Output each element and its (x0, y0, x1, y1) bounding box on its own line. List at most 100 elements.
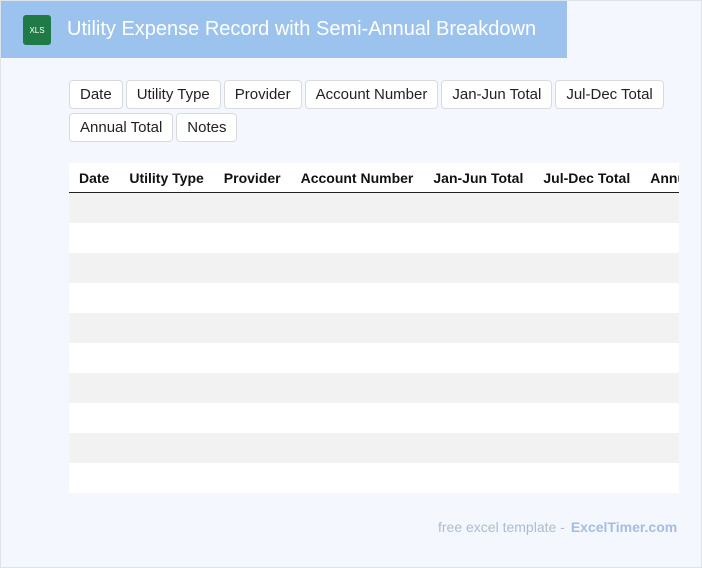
table-row (69, 463, 679, 493)
column-header: Provider (213, 163, 291, 193)
table-cell (69, 253, 120, 283)
table-cell (290, 343, 424, 373)
table-cell (533, 343, 641, 373)
table-cell (119, 433, 214, 463)
column-header: Jan-Jun Total (423, 163, 534, 193)
table-cell (423, 223, 534, 253)
table-cell (640, 433, 679, 463)
column-header: Jul-Dec Total (533, 163, 641, 193)
table-cell (640, 403, 679, 433)
table-cell (533, 283, 641, 313)
table-cell (69, 283, 120, 313)
table-cell (290, 373, 424, 403)
footer: free excel template - ExcelTimer.com (438, 519, 677, 535)
table-row (69, 283, 679, 313)
table-cell (213, 373, 291, 403)
header-row: Date Utility Type Provider Account Number Ja… (69, 163, 679, 193)
table-cell (213, 403, 291, 433)
table-cell (290, 433, 424, 463)
table-cell (290, 223, 424, 253)
table-cell (423, 373, 534, 403)
table-cell (213, 313, 291, 343)
table-cell (290, 403, 424, 433)
table-cell (213, 283, 291, 313)
table-cell (69, 343, 120, 373)
table-cell (533, 253, 641, 283)
table-cell (533, 463, 641, 493)
table-cell (533, 373, 641, 403)
table-cell (213, 463, 291, 493)
table-cell (533, 433, 641, 463)
table-cell (69, 313, 120, 343)
column-chip[interactable]: Utility Type (125, 80, 221, 109)
table-cell (423, 253, 534, 283)
table-cell (640, 343, 679, 373)
column-header: Utility Type (119, 163, 214, 193)
column-chip[interactable]: Provider (223, 80, 302, 109)
table-cell (640, 463, 679, 493)
table-cell (119, 283, 214, 313)
table-cell (290, 463, 424, 493)
column-chip[interactable]: Annual Total (69, 113, 174, 142)
table-cell (423, 343, 534, 373)
table-row (69, 373, 679, 403)
header: XLS Utility Expense Record with Semi-Ann… (1, 1, 567, 58)
table: Date Utility Type Provider Account Number Ja… (69, 163, 679, 493)
table-cell (640, 283, 679, 313)
table-row (69, 253, 679, 283)
table-cell (119, 192, 214, 223)
footer-link[interactable]: ExcelTimer.com (570, 519, 678, 535)
file-icon: XLS (23, 15, 51, 45)
table-cell (290, 253, 424, 283)
title: Utility Expense Record with Semi-Annual … (67, 18, 537, 40)
table-cell (423, 283, 534, 313)
column-chip[interactable]: Notes (176, 113, 238, 142)
column-header: Date (69, 163, 120, 193)
column-chips: Date Utility Type Provider Account Number Ja… (69, 80, 669, 142)
table-row (69, 343, 679, 373)
table-cell (640, 223, 679, 253)
table-cell (290, 283, 424, 313)
table-cell (213, 192, 291, 223)
table-cell (533, 403, 641, 433)
table-cell (69, 433, 120, 463)
table-container: Date Utility Type Provider Account Number Ja… (69, 163, 679, 494)
table-cell (640, 192, 679, 223)
column-chip[interactable]: Jul-Dec Total (555, 80, 664, 109)
footer-text: free excel template - (438, 519, 565, 535)
table-cell (533, 192, 641, 223)
table-cell (119, 343, 214, 373)
table-cell (119, 373, 214, 403)
table-row (69, 403, 679, 433)
table-cell (423, 433, 534, 463)
table-cell (213, 343, 291, 373)
table-cell (69, 403, 120, 433)
table-cell (119, 463, 214, 493)
column-header: Annual Total (640, 163, 679, 193)
table-cell (423, 192, 534, 223)
column-header: Account Number (290, 163, 424, 193)
table-cell (640, 373, 679, 403)
table-cell (119, 403, 214, 433)
table-cell (213, 433, 291, 463)
table-row (69, 433, 679, 463)
table-cell (69, 223, 120, 253)
table-cell (119, 253, 214, 283)
table-row (69, 313, 679, 343)
table-cell (119, 313, 214, 343)
table-cell (533, 313, 641, 343)
table-cell (213, 223, 291, 253)
table-cell (640, 253, 679, 283)
table-cell (290, 313, 424, 343)
table-cell (290, 192, 424, 223)
column-chip[interactable]: Date (69, 80, 123, 109)
table-row (69, 192, 679, 223)
table-cell (423, 463, 534, 493)
table-cell (119, 223, 214, 253)
column-chip[interactable]: Jan-Jun Total (441, 80, 553, 109)
table-cell (69, 373, 120, 403)
table-cell (423, 313, 534, 343)
table-cell (69, 463, 120, 493)
column-chip[interactable]: Account Number (304, 80, 439, 109)
